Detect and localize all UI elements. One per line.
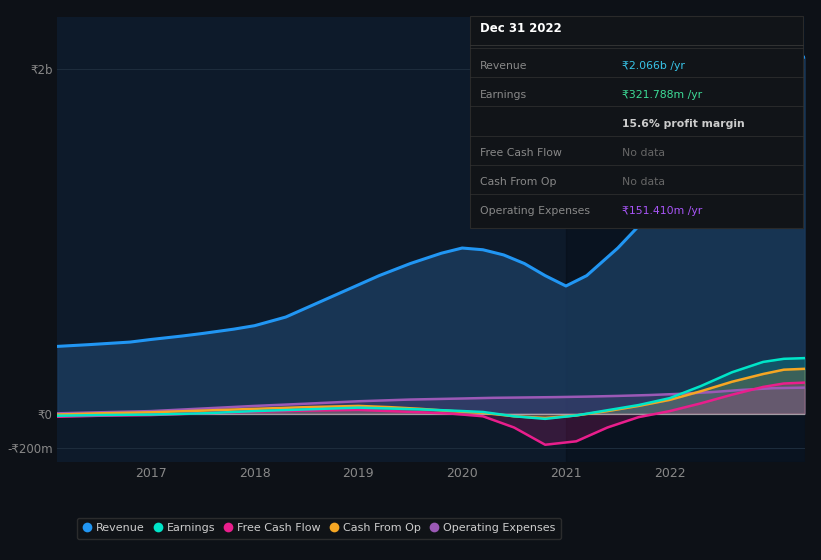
Text: ₹151.410m /yr: ₹151.410m /yr	[622, 206, 703, 216]
Text: Dec 31 2022: Dec 31 2022	[480, 21, 562, 35]
Text: ₹2.066b /yr: ₹2.066b /yr	[622, 60, 686, 71]
Text: Free Cash Flow: Free Cash Flow	[480, 148, 562, 158]
Text: Operating Expenses: Operating Expenses	[480, 206, 590, 216]
Text: No data: No data	[622, 148, 665, 158]
Text: No data: No data	[622, 177, 665, 187]
Text: ₹321.788m /yr: ₹321.788m /yr	[622, 90, 703, 100]
Text: 15.6% profit margin: 15.6% profit margin	[622, 119, 745, 129]
Text: Cash From Op: Cash From Op	[480, 177, 557, 187]
Text: Earnings: Earnings	[480, 90, 527, 100]
Legend: Revenue, Earnings, Free Cash Flow, Cash From Op, Operating Expenses: Revenue, Earnings, Free Cash Flow, Cash …	[76, 517, 562, 539]
Text: Revenue: Revenue	[480, 60, 528, 71]
Bar	[566, 17, 805, 462]
